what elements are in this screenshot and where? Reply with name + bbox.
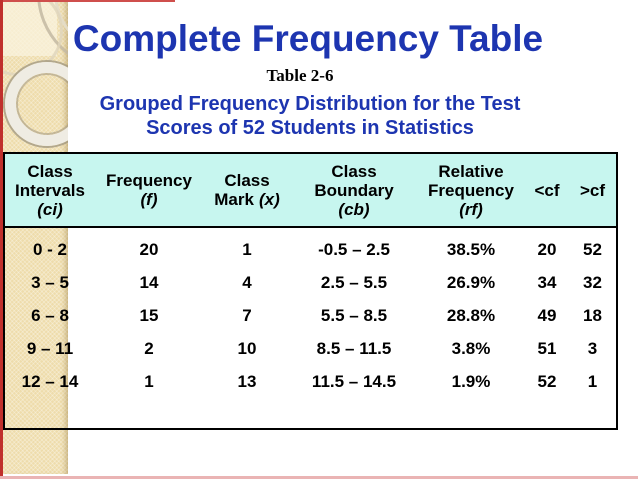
header-class-boundary: Class Boundary (cb) [314, 161, 394, 219]
red-bottom-edge [0, 476, 638, 479]
cell-greater-cf: 32 [583, 272, 602, 292]
cell-class-mark: 7 [242, 305, 252, 325]
table-body: 0 - 2 20 1 -0.5 – 2.5 38.5% 20 52 3 – 5 … [5, 228, 616, 398]
cell-class-interval: 0 - 2 [32, 239, 68, 259]
cell-class-mark: 10 [237, 338, 257, 358]
table-row: 6 – 8 15 7 5.5 – 8.5 28.8% 49 18 [5, 299, 616, 332]
cell-greater-cf: 3 [587, 338, 598, 358]
subtitle-line-2: Scores of 52 Students in Statistics [146, 117, 474, 139]
table-header-row: Class Intervals (ci) Frequency (f) Class… [5, 154, 616, 228]
circle-ring [5, 62, 68, 146]
cell-class-interval: 9 – 11 [26, 338, 74, 358]
cell-relative-frequency: 38.5% [446, 239, 496, 259]
cell-greater-cf: 1 [587, 371, 598, 391]
header-frequency: Frequency (f) [106, 171, 192, 209]
table-row: 12 – 14 1 13 11.5 – 14.5 1.9% 52 1 [5, 365, 616, 398]
cell-class-boundary: 5.5 – 8.5 [320, 305, 388, 325]
cell-class-mark: 4 [242, 272, 252, 292]
header-class-intervals: Class Intervals (ci) [15, 161, 85, 219]
cell-frequency: 14 [139, 272, 159, 292]
header-class-mark: Class Mark (x) [214, 171, 280, 209]
cell-frequency: 15 [139, 305, 159, 325]
cell-class-mark: 1 [242, 239, 252, 259]
slide-subtitle: Grouped Frequency Distribution for the T… [0, 92, 620, 140]
red-left-edge [0, 0, 3, 476]
cell-frequency: 20 [139, 239, 159, 259]
cell-class-boundary: 8.5 – 11.5 [316, 338, 392, 358]
cell-class-boundary: -0.5 – 2.5 [318, 239, 390, 259]
sidebar-decoration [3, 2, 68, 474]
cell-less-cf: 34 [537, 272, 557, 292]
cell-class-interval: 6 – 8 [31, 305, 69, 325]
table-row: 0 - 2 20 1 -0.5 – 2.5 38.5% 20 52 [5, 233, 616, 266]
cell-frequency: 2 [144, 338, 154, 358]
red-top-edge [0, 0, 175, 2]
table-row: 9 – 11 2 10 8.5 – 11.5 3.8% 51 3 [5, 332, 616, 365]
cell-less-cf: 20 [537, 239, 557, 259]
cell-greater-cf: 18 [583, 305, 602, 325]
cell-relative-frequency: 26.9% [446, 272, 496, 292]
cell-class-interval: 3 – 5 [31, 272, 69, 292]
header-relative-frequency: Relative Frequency (rf) [428, 161, 514, 219]
cell-class-interval: 12 – 14 [21, 371, 79, 391]
cell-less-cf: 52 [537, 371, 557, 391]
cell-class-boundary: 11.5 – 14.5 [311, 371, 397, 391]
cell-relative-frequency: 1.9% [451, 371, 491, 391]
cell-relative-frequency: 3.8% [451, 338, 491, 358]
cell-greater-cf: 52 [583, 239, 602, 259]
header-greater-cf: >cf [579, 180, 606, 200]
header-less-cf: <cf [534, 180, 560, 200]
table-row: 3 – 5 14 4 2.5 – 5.5 26.9% 34 32 [5, 266, 616, 299]
cell-less-cf: 51 [537, 338, 557, 358]
cell-class-mark: 13 [237, 371, 257, 391]
cell-frequency: 1 [144, 371, 154, 391]
frequency-table: Class Intervals (ci) Frequency (f) Class… [3, 152, 618, 430]
page-title: Complete Frequency Table [72, 18, 544, 59]
subtitle-line-1: Grouped Frequency Distribution for the T… [99, 93, 521, 115]
cell-relative-frequency: 28.8% [446, 305, 496, 325]
cell-less-cf: 49 [537, 305, 557, 325]
cell-class-boundary: 2.5 – 5.5 [320, 272, 388, 292]
table-caption: Table 2-6 [266, 66, 334, 85]
